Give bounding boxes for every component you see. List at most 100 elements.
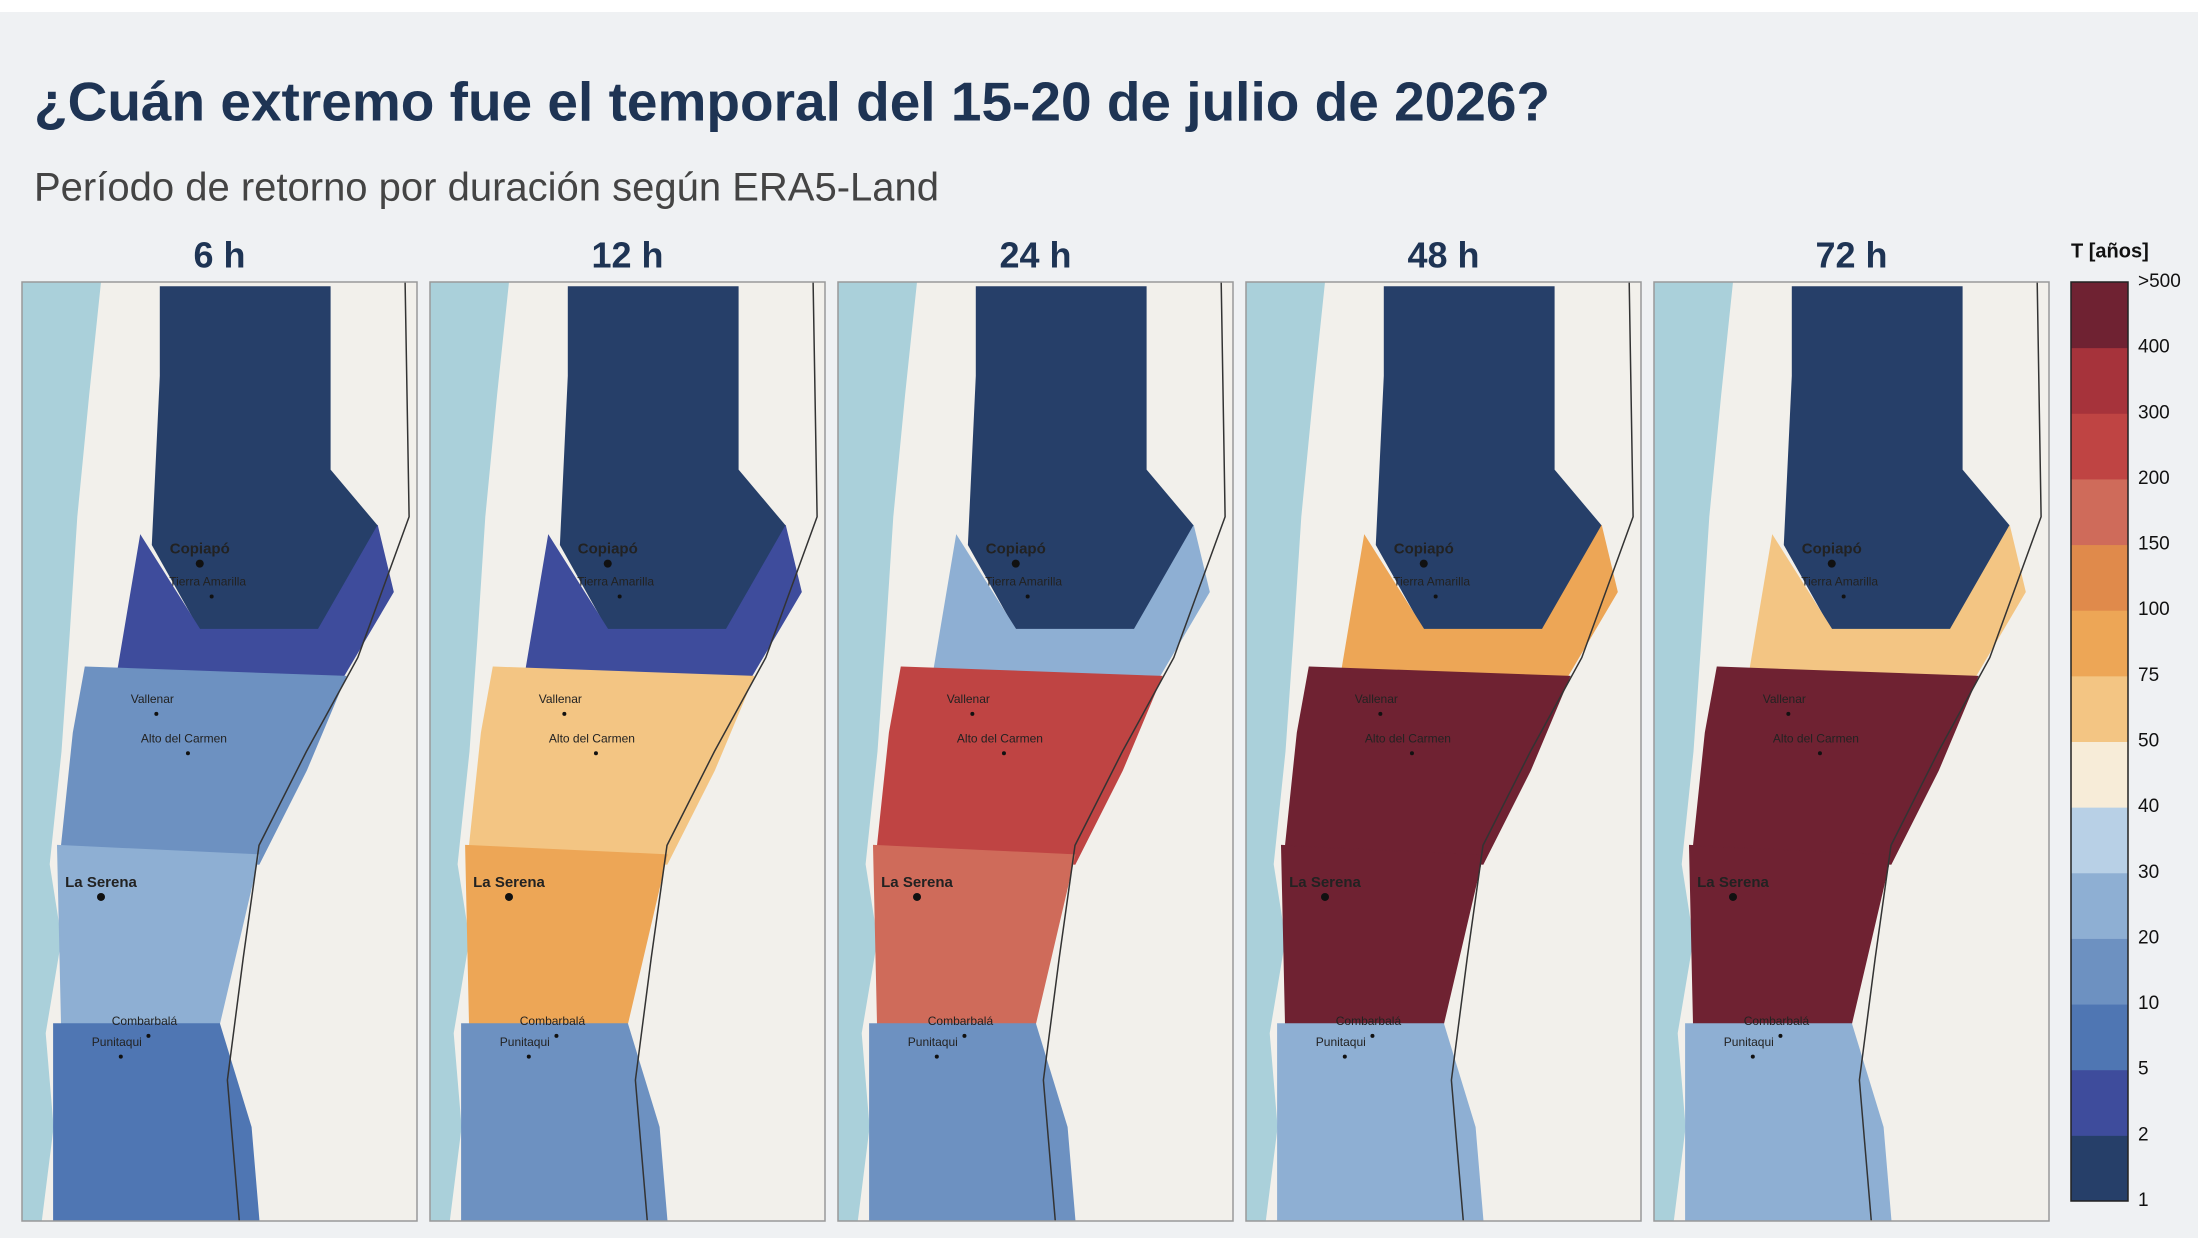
panel-label: 6 h <box>193 235 245 276</box>
place-label: Punitaqui <box>1316 1035 1366 1049</box>
place-dot <box>617 594 622 599</box>
place-label: Alto del Carmen <box>549 731 635 745</box>
return-period-zone <box>869 1023 1076 1222</box>
map-ocean <box>1246 282 1325 1221</box>
colorbar-bin <box>2071 807 2128 874</box>
panel-frame <box>21 281 418 1222</box>
map-ocean <box>22 282 101 1221</box>
place-label: Combarbalá <box>520 1014 586 1028</box>
colorbar-bin <box>2071 347 2128 414</box>
colorbar-tick-label: 1 <box>2138 1190 2149 1211</box>
return-period-zone <box>461 1023 668 1222</box>
colorbar-tick-label: 50 <box>2138 731 2159 752</box>
place-dot <box>962 1033 967 1038</box>
place-dot <box>97 892 105 901</box>
place-dot <box>603 559 612 568</box>
place-label: Combarbalá <box>112 1014 178 1028</box>
return-period-zone <box>56 844 260 1025</box>
place-label: Tierra Amarilla <box>1801 575 1878 589</box>
place-label: Punitaqui <box>908 1035 958 1049</box>
map-ocean <box>1654 282 1733 1221</box>
place-label: Copiapó <box>170 541 230 558</box>
place-dot <box>562 711 567 716</box>
place-dot <box>1025 594 1030 599</box>
colorbar-tick-label: 2 <box>2138 1124 2149 1145</box>
place-label: Copiapó <box>986 541 1046 558</box>
place-label: Copiapó <box>1394 541 1454 558</box>
colorbar-tick-label: 400 <box>2138 337 2170 358</box>
return-period-zone <box>465 844 668 1025</box>
place-label: Tierra Amarilla <box>577 575 654 589</box>
colorbar-tick-label: 30 <box>2138 862 2159 883</box>
subtitle: Período de retorno por duración según ER… <box>34 166 939 210</box>
place-label: Tierra Amarilla <box>1393 575 1470 589</box>
colorbar-tick-label: 300 <box>2138 402 2170 423</box>
colorbar-bin <box>2071 872 2128 939</box>
place-label: Punitaqui <box>92 1035 142 1049</box>
colorbar-tick-label: 150 <box>2138 534 2170 555</box>
place-dot <box>146 1033 151 1038</box>
place-dot <box>505 892 513 901</box>
place-dot <box>593 751 598 756</box>
place-dot <box>1841 594 1846 599</box>
place-dot <box>1001 751 1006 756</box>
colorbar-bin <box>2071 1135 2128 1202</box>
map-ocean <box>430 282 509 1221</box>
colorbar-tick-label: 5 <box>2138 1059 2149 1080</box>
place-dot <box>154 711 159 716</box>
place-dot <box>1342 1054 1347 1059</box>
place-dot <box>934 1054 939 1059</box>
place-dot <box>1817 751 1822 756</box>
title: ¿Cuán extremo fue el temporal del 15-20 … <box>34 71 1550 133</box>
border-line <box>1042 281 1226 1222</box>
border-line <box>226 281 410 1222</box>
colorbar-title: T [años] <box>2071 240 2149 262</box>
panel-frame <box>837 281 1234 1222</box>
place-label: La Serena <box>1697 874 1769 891</box>
place-label: Vallenar <box>539 692 582 706</box>
place-dot <box>185 751 190 756</box>
place-label: Copiapó <box>1802 541 1862 558</box>
place-label: Vallenar <box>1763 692 1806 706</box>
place-label: La Serena <box>1289 874 1361 891</box>
panel-frame <box>1653 281 2050 1222</box>
colorbar-bin <box>2071 675 2128 742</box>
place-dot <box>1778 1033 1783 1038</box>
place-label: Alto del Carmen <box>1773 731 1859 745</box>
colorbar-bin <box>2071 610 2128 677</box>
place-label: La Serena <box>881 874 953 891</box>
place-label: Vallenar <box>131 692 174 706</box>
place-dot <box>1409 751 1414 756</box>
place-label: Alto del Carmen <box>141 731 227 745</box>
panel-frame <box>1245 281 1642 1222</box>
place-dot <box>913 892 921 901</box>
place-dot <box>1433 594 1438 599</box>
place-dot <box>970 711 975 716</box>
colorbar-tick-label: 200 <box>2138 468 2170 489</box>
colorbar-frame <box>2070 281 2129 1202</box>
colorbar-bin <box>2071 938 2128 1005</box>
place-dot <box>554 1033 559 1038</box>
return-period-zone <box>1685 1023 1892 1222</box>
place-label: Tierra Amarilla <box>985 575 1062 589</box>
place-dot <box>195 559 204 568</box>
place-label: Alto del Carmen <box>1365 731 1451 745</box>
top-strip <box>0 0 2198 12</box>
place-dot <box>1321 892 1329 901</box>
return-period-zone <box>872 844 1076 1025</box>
place-dot <box>1011 559 1020 568</box>
colorbar-tick-label: 100 <box>2138 599 2170 620</box>
panel-label: 24 h <box>999 235 1071 276</box>
place-label: Punitaqui <box>500 1035 550 1049</box>
panel-label: 12 h <box>591 235 663 276</box>
place-dot <box>1370 1033 1375 1038</box>
return-period-zone <box>1277 1023 1484 1222</box>
border-line <box>634 281 818 1222</box>
panel-frame <box>429 281 826 1222</box>
colorbar-tick-label: 40 <box>2138 796 2159 817</box>
place-dot <box>1750 1054 1755 1059</box>
colorbar-bin <box>2071 1004 2128 1071</box>
colorbar-bin <box>2071 413 2128 480</box>
place-label: La Serena <box>65 874 137 891</box>
